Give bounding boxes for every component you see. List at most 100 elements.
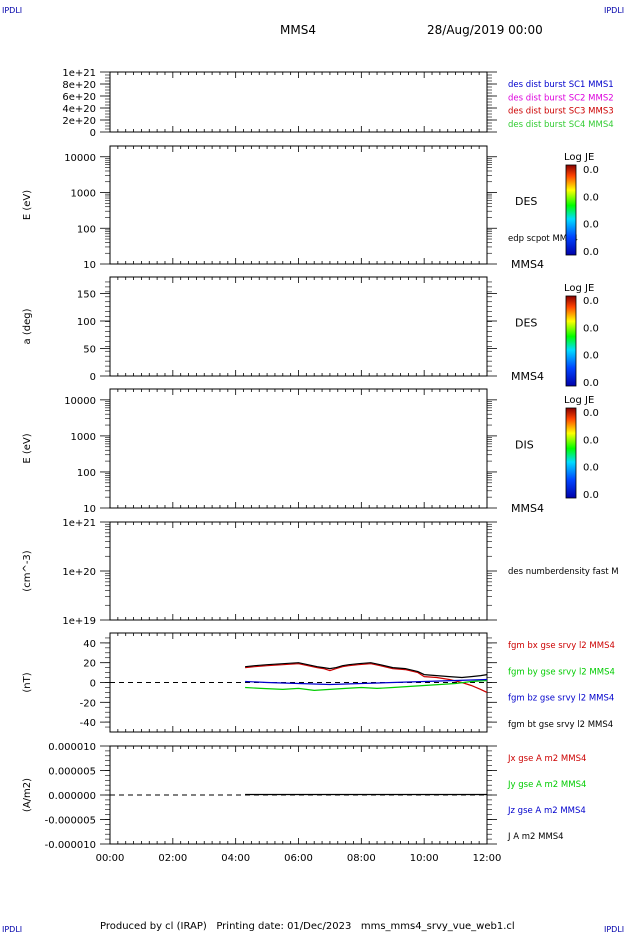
y-axis-label: (A/m2) bbox=[22, 778, 33, 812]
instrument-label: DES bbox=[515, 195, 537, 208]
colorbar bbox=[565, 407, 577, 499]
y-tick-label: -20 bbox=[80, 698, 96, 709]
legend-entry: des dist burst SC3 MMS3 bbox=[508, 107, 614, 117]
panel-frame bbox=[109, 145, 488, 265]
y-axis-label: E (eV) bbox=[22, 433, 33, 463]
y-tick-label: 0.000005 bbox=[48, 767, 96, 778]
colorbar-tick-label: 0.0 bbox=[583, 165, 599, 176]
legend-entry: des dist burst SC1 MMS1 bbox=[508, 80, 614, 90]
legend-entry: fgm by gse srvy l2 MMS4 bbox=[508, 667, 615, 677]
spacecraft-title: MMS4 bbox=[280, 23, 316, 37]
panel-7: 0.000010 0.000005 0.000000 -0.000005 -0.0000… bbox=[22, 742, 586, 851]
y-tick-label: 40 bbox=[83, 639, 96, 650]
colorbar-title: Log JE bbox=[564, 283, 594, 294]
panel-6: 40 20 0 -20 -40 (nT) fgm bx gse srvy l2 MMS4 fg… bbox=[22, 632, 615, 733]
legend-entry: fgm bt gse srvy l2 MMS4 bbox=[508, 720, 613, 730]
y-tick-label: 4e+20 bbox=[62, 104, 96, 115]
y-tick-label: 8e+20 bbox=[62, 80, 96, 91]
scpot-legend: edp scpot MMS4 bbox=[508, 234, 578, 244]
colorbar-tick-label: 0.0 bbox=[583, 378, 599, 389]
panel-2: 10000 1000 100 10 E (eV) DES MMS4 edp scpot MMS… bbox=[22, 145, 599, 271]
x-tick-label: 08:00 bbox=[347, 853, 376, 864]
y-tick-label: 10000 bbox=[64, 153, 96, 164]
y-tick-label: 2e+20 bbox=[62, 116, 96, 127]
legend-entry: fgm bx gse srvy l2 MMS4 bbox=[508, 641, 615, 651]
panel-frame bbox=[109, 276, 488, 377]
corner-label-br: IPDLI bbox=[604, 925, 624, 934]
x-tick-label: 12:00 bbox=[473, 853, 502, 864]
y-tick-label: -0.000010 bbox=[45, 840, 96, 851]
y-tick-label: 1e+21 bbox=[62, 68, 96, 79]
y-tick-label: 50 bbox=[83, 345, 96, 356]
colorbar-tick-label: 0.0 bbox=[583, 463, 599, 474]
y-tick-label: 1000 bbox=[71, 432, 96, 443]
colorbar-title: Log JE bbox=[564, 152, 594, 163]
series-line-3 bbox=[245, 678, 488, 686]
series-line-4 bbox=[245, 662, 488, 679]
spacecraft-label: MMS4 bbox=[511, 370, 544, 383]
footer-credit: Produced by cl (IRAP) Printing date: 01/… bbox=[100, 921, 515, 932]
x-tick-label: 02:00 bbox=[158, 853, 187, 864]
colorbar-tick-label: 0.0 bbox=[583, 351, 599, 362]
y-tick-label: 1e+21 bbox=[62, 518, 96, 529]
colorbar-tick-label: 0.0 bbox=[583, 220, 599, 231]
legend-entry: des dist burst SC4 MMS4 bbox=[508, 120, 614, 130]
corner-label-tl: IPDLI bbox=[2, 6, 22, 15]
x-tick-label: 04:00 bbox=[221, 853, 250, 864]
y-tick-label: 1e+19 bbox=[62, 616, 96, 627]
y-tick-label: 20 bbox=[83, 659, 96, 670]
panel-4: 10000 1000 100 10 E (eV) DIS MMS4 Log JE 0.0 0.0 0… bbox=[22, 388, 599, 515]
y-tick-label: 0.000000 bbox=[48, 791, 96, 802]
colorbar-tick-label: 0.0 bbox=[583, 296, 599, 307]
colorbar bbox=[565, 295, 577, 387]
y-tick-label: -0.000005 bbox=[45, 816, 96, 827]
date-title: 28/Aug/2019 00:00 bbox=[427, 23, 543, 37]
colorbar-tick-label: 0.0 bbox=[583, 192, 599, 203]
y-tick-label: 6e+20 bbox=[62, 92, 96, 103]
y-tick-label: 100 bbox=[77, 224, 96, 235]
y-tick-label: 100 bbox=[77, 468, 96, 479]
panel-5: 1e+21 1e+20 1e+19 (cm^-3) des numberdensity … bbox=[22, 518, 619, 627]
legend-entry: J A m2 MMS4 bbox=[507, 832, 564, 842]
series-line-2 bbox=[245, 679, 488, 692]
colorbar-tick-label: 0.0 bbox=[583, 490, 599, 501]
y-tick-label: -40 bbox=[80, 718, 96, 729]
corner-label-bl: IPDLI bbox=[2, 925, 22, 934]
colorbar-tick-label: 0.0 bbox=[583, 435, 599, 446]
legend-entry: Jx gse A m2 MMS4 bbox=[507, 754, 586, 764]
corner-label-tr: IPDLI bbox=[604, 6, 624, 15]
instrument-label: DES bbox=[515, 317, 537, 330]
instrument-label: DIS bbox=[515, 439, 534, 452]
colorbar-title: Log JE bbox=[564, 395, 594, 406]
y-tick-label: 1000 bbox=[71, 189, 96, 200]
legend-entry: fgm bz gse srvy l2 MMS4 bbox=[508, 694, 614, 704]
legend-entry: Jz gse A m2 MMS4 bbox=[507, 806, 586, 816]
y-tick-label: 100 bbox=[77, 317, 96, 328]
legend-entry: Jy gse A m2 MMS4 bbox=[507, 780, 586, 790]
colorbar-tick-label: 0.0 bbox=[583, 247, 599, 258]
colorbar-tick-label: 0.0 bbox=[583, 408, 599, 419]
y-tick-label: 150 bbox=[77, 290, 96, 301]
y-tick-label: 0 bbox=[90, 372, 96, 383]
spacecraft-label: MMS4 bbox=[511, 502, 544, 515]
y-axis-label: E (eV) bbox=[22, 190, 33, 220]
y-tick-label: 0.000010 bbox=[48, 742, 96, 753]
y-axis-label: (nT) bbox=[22, 672, 33, 692]
y-tick-label: 10 bbox=[83, 260, 96, 271]
legend-entry: des dist burst SC2 MMS2 bbox=[508, 93, 614, 103]
panel-frame bbox=[109, 71, 488, 133]
panel-frame bbox=[109, 521, 488, 621]
colorbar bbox=[565, 164, 577, 256]
series-line-1 bbox=[245, 663, 488, 693]
panel-3: 150 100 50 0 a (deg) DES MMS4 Log JE 0.0 0.0 0.0 0.… bbox=[22, 276, 599, 389]
y-tick-label: 0 bbox=[90, 679, 96, 690]
y-tick-label: 0 bbox=[90, 128, 96, 139]
y-axis-label: a (deg) bbox=[22, 308, 33, 344]
panel-frame bbox=[109, 388, 488, 509]
y-tick-label: 10000 bbox=[64, 396, 96, 407]
y-axis-label: (cm^-3) bbox=[22, 550, 33, 591]
y-tick-label: 10 bbox=[83, 504, 96, 515]
